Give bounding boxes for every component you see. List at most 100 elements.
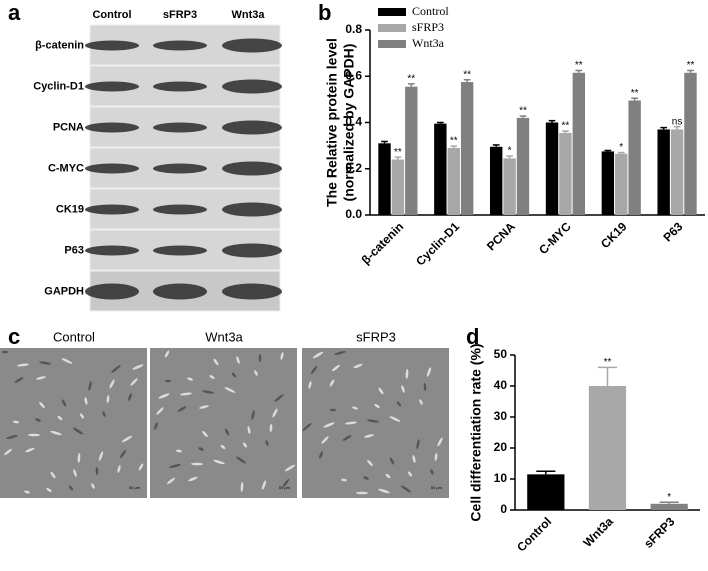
cell [378, 387, 384, 395]
cell [61, 399, 67, 407]
cell [24, 490, 30, 494]
blot-band [85, 283, 139, 300]
cell [240, 482, 244, 492]
cell [109, 379, 115, 389]
cell [342, 435, 352, 441]
legend-swatch [378, 40, 406, 48]
cell [243, 442, 247, 448]
cell [400, 485, 412, 493]
significance: * [619, 142, 623, 153]
cell [213, 459, 225, 465]
cell [213, 358, 219, 366]
bar [460, 82, 474, 215]
cell [430, 469, 434, 475]
error-bar [381, 140, 388, 144]
cell [169, 464, 181, 468]
cell [345, 421, 357, 425]
cell [36, 376, 46, 380]
significance: ** [394, 147, 402, 158]
cell [111, 365, 121, 373]
panel-label: a [8, 0, 21, 25]
cell [132, 364, 144, 370]
significance: ** [562, 121, 570, 132]
error-bar [506, 155, 513, 159]
cell [396, 401, 402, 407]
cell [73, 469, 77, 477]
cell [177, 406, 187, 412]
scale-bar-label: 50 μm [431, 485, 443, 490]
cell [191, 462, 203, 466]
significance: ** [575, 60, 583, 71]
cell [341, 478, 347, 482]
cell [426, 367, 432, 377]
error-bar [548, 119, 556, 123]
cell [401, 385, 405, 393]
significance: ns [672, 116, 683, 127]
error-bar [536, 470, 556, 475]
cell [17, 363, 29, 367]
micrograph [0, 348, 147, 498]
error-bar [492, 144, 500, 147]
error-bar [659, 501, 679, 504]
cell [128, 393, 132, 401]
cell [202, 430, 208, 438]
cell [265, 440, 269, 446]
cell [261, 480, 267, 490]
micrograph [302, 348, 449, 498]
cell [6, 435, 18, 439]
cell [57, 415, 63, 421]
cell [310, 365, 318, 375]
bar [628, 100, 641, 215]
cell [437, 437, 443, 447]
cell [434, 453, 438, 461]
x-tick-label: β-catenin [359, 219, 407, 267]
blot-band [222, 283, 282, 300]
bar [503, 158, 516, 215]
bar [657, 129, 670, 215]
blot-band [153, 122, 207, 133]
legend-label: Wnt3a [412, 36, 445, 50]
error-bar [407, 83, 415, 87]
cell [61, 358, 73, 364]
panel-label: d [466, 324, 479, 349]
y-tick-label: 50 [494, 347, 508, 361]
cell [13, 420, 19, 424]
y-tick-label: 0.8 [345, 22, 362, 36]
cell [334, 351, 346, 355]
y-axis-label: (normalized by GAPDH) [341, 44, 357, 202]
cell [2, 350, 8, 354]
blot-band [153, 40, 207, 51]
cell [95, 467, 99, 475]
bar [650, 503, 688, 510]
error-bar [463, 78, 471, 83]
cell [269, 424, 273, 432]
cell [138, 463, 144, 471]
error-bar [394, 156, 402, 160]
blot-row-label: GAPDH [44, 285, 84, 297]
x-tick-label: C-MYC [536, 219, 574, 257]
cell [166, 477, 176, 485]
micrograph-label: Wnt3a [205, 329, 243, 344]
cell [50, 471, 56, 479]
error-bar [631, 97, 638, 101]
cell [68, 485, 74, 491]
cell [72, 427, 84, 435]
scale-bar-label: 50 μm [279, 485, 291, 490]
y-axis-label: Cell differentiation rate (%) [468, 343, 484, 521]
blot-column-label: Control [92, 9, 131, 21]
significance: ** [463, 69, 471, 80]
y-tick-label: 10 [494, 471, 508, 485]
cell [176, 449, 182, 453]
cell [77, 453, 81, 463]
cell [84, 397, 88, 405]
cell [258, 354, 262, 362]
bar [391, 159, 405, 215]
micrograph-label: sFRP3 [356, 329, 396, 344]
error-bar [450, 145, 458, 148]
bar [527, 474, 565, 510]
cell [130, 378, 138, 386]
error-bar [673, 125, 681, 130]
cell [236, 356, 240, 364]
significance: ** [631, 88, 639, 99]
blot-band [153, 283, 207, 300]
